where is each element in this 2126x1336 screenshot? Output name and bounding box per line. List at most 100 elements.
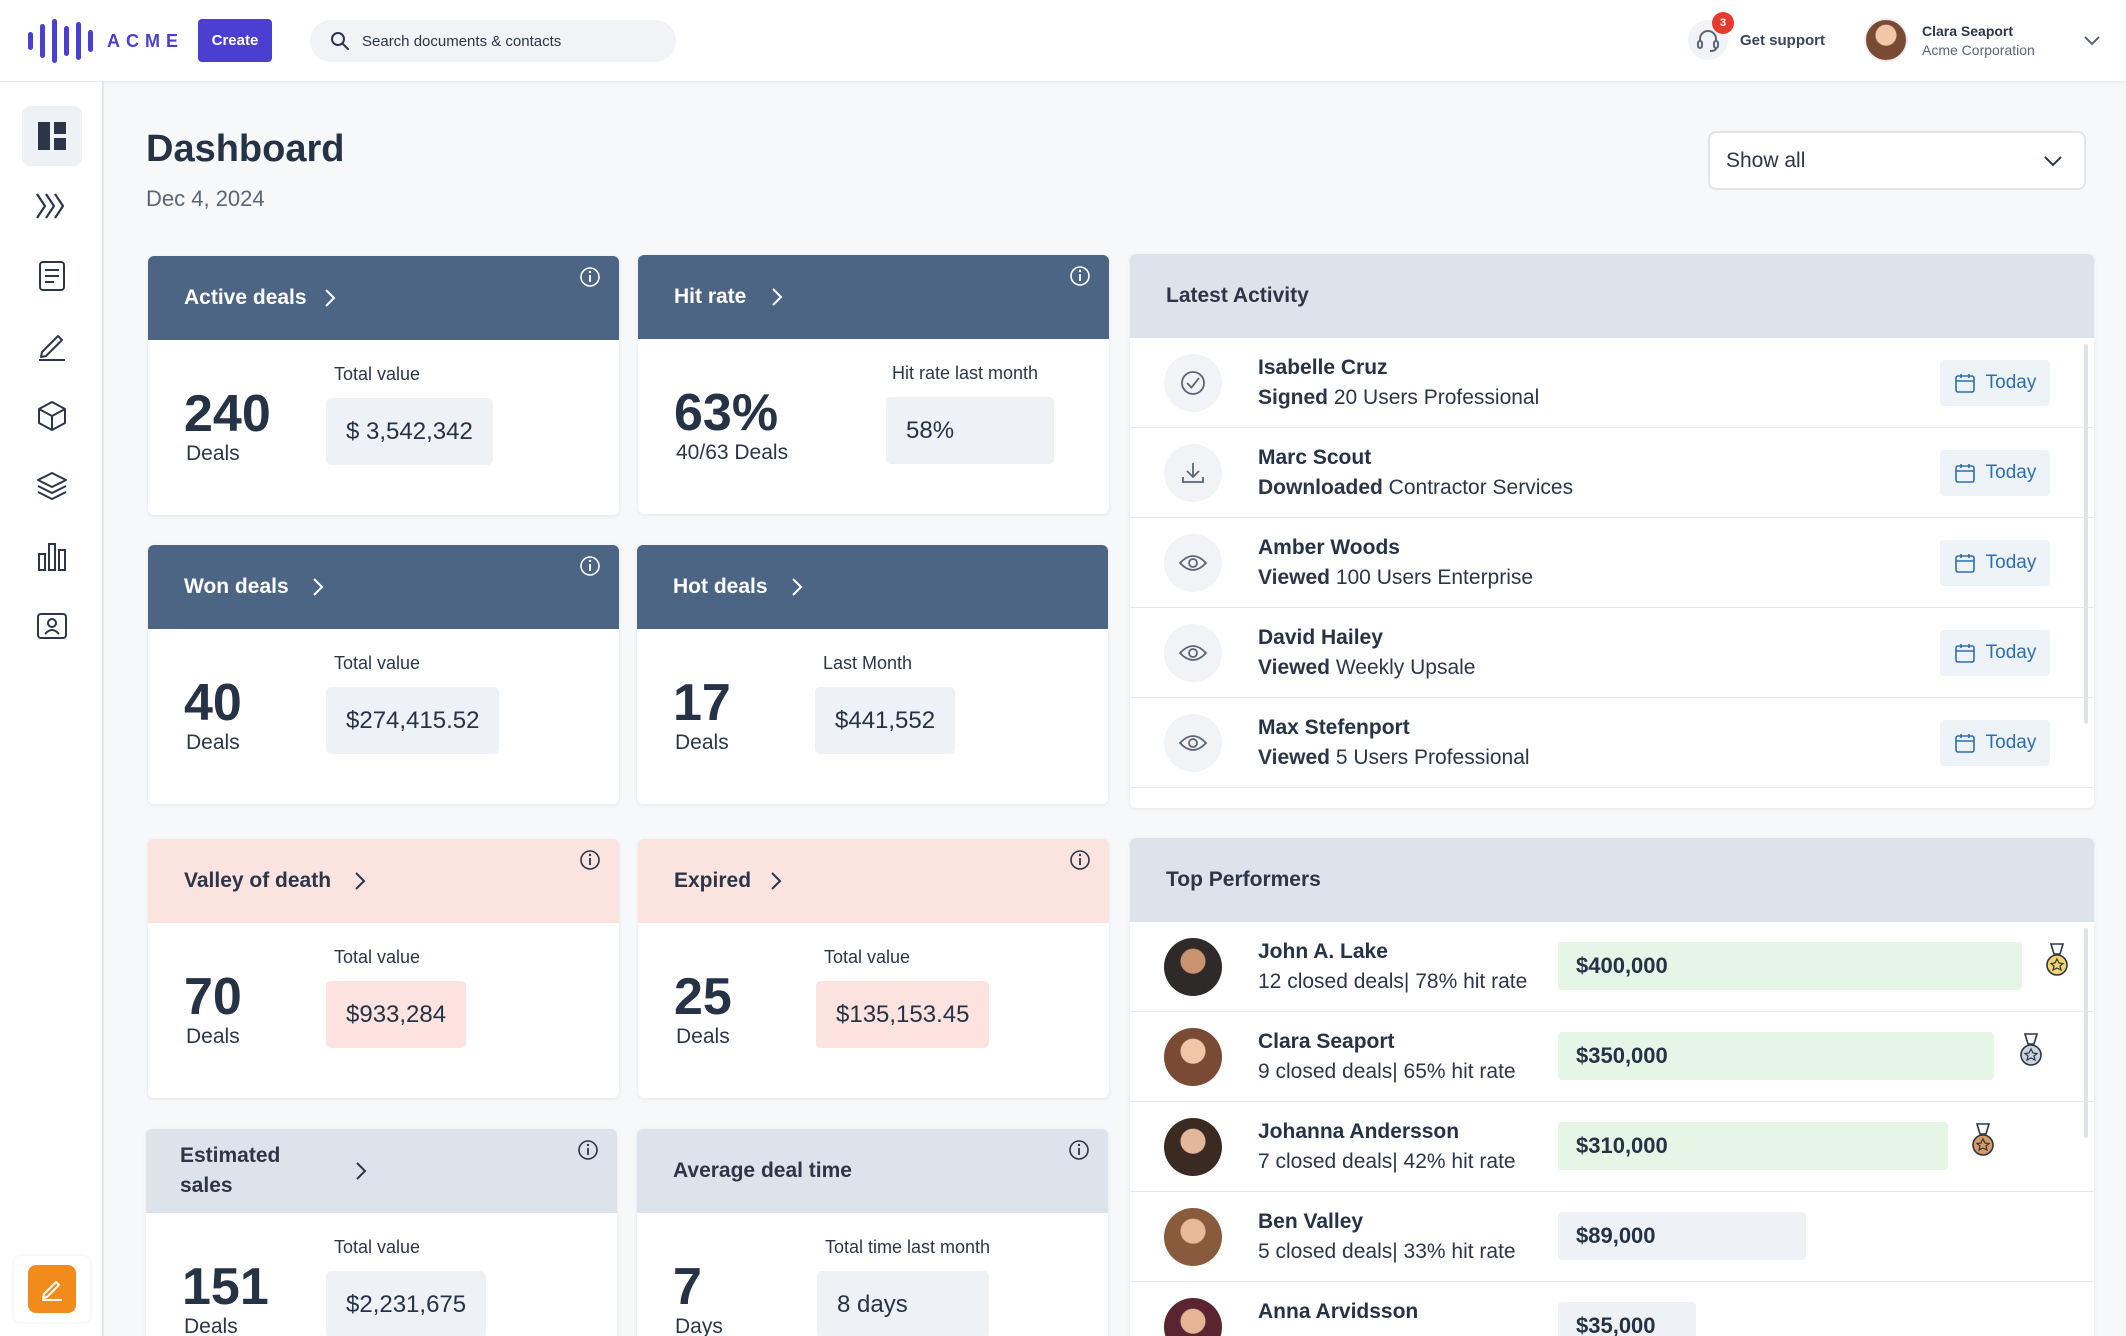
- check-circle-icon: [1164, 354, 1222, 412]
- box-icon: [38, 401, 66, 431]
- info-icon[interactable]: [577, 1139, 599, 1161]
- card-header[interactable]: Hit rate: [638, 255, 1109, 339]
- activity-object: 20 Users Professional: [1328, 386, 1540, 409]
- info-icon[interactable]: [579, 849, 601, 871]
- kpi-value: 8 days: [817, 1271, 989, 1336]
- performer-row[interactable]: Ben Valley 5 closed deals| 33% hit rate …: [1130, 1192, 2094, 1282]
- activity-scrollbar[interactable]: [2084, 344, 2088, 724]
- card-title: Hit rate: [674, 285, 747, 308]
- card-header[interactable]: Estimated sales: [146, 1129, 617, 1213]
- activity-contact: Max Stefenport: [1258, 716, 1410, 739]
- search-icon: [331, 32, 349, 50]
- download-icon: [1164, 444, 1222, 502]
- activity-row[interactable]: Marc Scout Downloaded Contractor Service…: [1130, 428, 2094, 518]
- activity-contact: Marc Scout: [1258, 446, 1372, 469]
- eye-icon: [1164, 714, 1222, 772]
- activity-row[interactable]: David Hailey Viewed Weekly Upsale Today: [1130, 608, 2094, 698]
- kpi-value-label: Total value: [334, 653, 421, 673]
- quick-edit-button[interactable]: [14, 1256, 90, 1322]
- latest-activity-panel: Latest Activity Isabelle Cruz Signed 20 …: [1130, 254, 2094, 808]
- search-bar[interactable]: [310, 20, 676, 62]
- layers-icon: [37, 472, 67, 501]
- kpi-value-label: Total value: [824, 947, 911, 967]
- sidebar-item-sign[interactable]: [22, 316, 82, 376]
- performer-row[interactable]: Anna Arvidsson $35,000: [1130, 1282, 2094, 1336]
- activity-row[interactable]: Isabelle Cruz Signed 20 Users Profession…: [1130, 338, 2094, 428]
- performers-scrollbar[interactable]: [2084, 928, 2088, 1138]
- search-input[interactable]: [362, 32, 662, 50]
- chevron-right-icon: [770, 286, 784, 308]
- bronze-medal-icon: [1972, 1123, 1994, 1156]
- date-chip[interactable]: Today: [1940, 540, 2050, 586]
- kpi-unit: Deals: [676, 1025, 730, 1048]
- performer-stats: 12 closed deals| 78% hit rate: [1258, 970, 1528, 993]
- performer-amount: $35,000: [1558, 1302, 1696, 1336]
- date-chip[interactable]: Today: [1940, 720, 2050, 766]
- sidebar-item-contacts[interactable]: [22, 596, 82, 656]
- user-avatar: [1864, 18, 1908, 62]
- filter-dropdown[interactable]: Show all: [1708, 131, 2086, 190]
- card-estimated-sales[interactable]: Estimated sales 151 Deals Total value $2…: [146, 1129, 617, 1336]
- info-icon[interactable]: [1068, 1139, 1090, 1161]
- kpi-value-label: Total value: [334, 1237, 421, 1257]
- info-icon[interactable]: [1069, 265, 1091, 287]
- kpi-value-label: Total value: [334, 364, 421, 384]
- card-won-deals[interactable]: Won deals 40 Deals Total value $274,415.…: [148, 545, 619, 804]
- card-expired[interactable]: Expired 25 Deals Total value $135,153.45: [638, 839, 1109, 1098]
- chevron-down-icon[interactable]: [2082, 30, 2102, 50]
- card-header[interactable]: Average deal time: [637, 1129, 1108, 1213]
- acme-logo[interactable]: ACME: [28, 18, 184, 64]
- support-label: Get support: [1740, 31, 1825, 49]
- card-header[interactable]: Hot deals: [637, 545, 1108, 629]
- performer-stats: 5 closed deals| 33% hit rate: [1258, 1240, 1516, 1263]
- eye-icon: [1164, 624, 1222, 682]
- activity-contact: Amber Woods: [1258, 536, 1400, 559]
- kpi-unit: 40/63 Deals: [676, 441, 789, 464]
- date-chip[interactable]: Today: [1940, 450, 2050, 496]
- date-chip[interactable]: Today: [1940, 630, 2050, 676]
- logo-text: ACME: [107, 30, 184, 51]
- activity-action: Viewed: [1258, 656, 1330, 679]
- user-menu[interactable]: Clara Seaport Acme Corporation: [1864, 18, 2035, 62]
- card-header[interactable]: Active deals: [148, 256, 619, 340]
- kpi-unit: Deals: [186, 731, 240, 754]
- kpi-value-label: Hit rate last month: [892, 363, 1039, 383]
- info-icon[interactable]: [579, 555, 601, 577]
- card-header[interactable]: Won deals: [148, 545, 619, 629]
- pipeline-icon: [36, 193, 65, 219]
- panel-title: Latest Activity: [1130, 254, 2094, 338]
- sidebar-item-dashboard[interactable]: [22, 106, 82, 166]
- performer-amount: $89,000: [1558, 1212, 1806, 1260]
- page-date: Dec 4, 2024: [146, 186, 265, 211]
- sidebar-item-reports[interactable]: [22, 526, 82, 586]
- kpi-value-label: Total time last month: [825, 1237, 991, 1257]
- card-hit-rate[interactable]: Hit rate 63% 40/63 Deals Hit rate last m…: [638, 255, 1109, 514]
- performer-row[interactable]: Johanna Andersson 7 closed deals| 42% hi…: [1130, 1102, 2094, 1192]
- date-chip[interactable]: Today: [1940, 360, 2050, 406]
- chevron-right-icon: [769, 870, 783, 892]
- document-icon: [39, 261, 65, 291]
- info-icon[interactable]: [579, 266, 601, 288]
- performer-row[interactable]: Clara Seaport 9 closed deals| 65% hit ra…: [1130, 1012, 2094, 1102]
- card-hot-deals[interactable]: Hot deals 17 Deals Last Month $441,552: [637, 545, 1108, 804]
- card-active-deals[interactable]: Active deals 240 Deals Total value $ 3,5…: [148, 256, 619, 515]
- activity-object: 100 Users Enterprise: [1329, 566, 1534, 589]
- sidebar-item-documents[interactable]: [22, 246, 82, 306]
- card-header[interactable]: Valley of death: [148, 839, 619, 923]
- support-button[interactable]: 3 Get support: [1688, 12, 1825, 60]
- activity-action: Viewed: [1258, 746, 1330, 769]
- activity-row[interactable]: Max Stefenport Viewed 5 Users Profession…: [1130, 698, 2094, 788]
- kpi-count: 25: [674, 968, 732, 1026]
- sidebar-item-pipeline[interactable]: [22, 176, 82, 236]
- create-button[interactable]: Create: [198, 19, 272, 62]
- info-icon[interactable]: [1069, 849, 1091, 871]
- card-valley-of-death[interactable]: Valley of death 70 Deals Total value $93…: [148, 839, 619, 1098]
- performer-amount: $310,000: [1558, 1122, 1948, 1170]
- card-header[interactable]: Expired: [638, 839, 1109, 923]
- card-average-deal-time[interactable]: Average deal time 7 Days Total time last…: [637, 1129, 1108, 1336]
- performer-amount: $350,000: [1558, 1032, 1994, 1080]
- activity-row[interactable]: Amber Woods Viewed 100 Users Enterprise …: [1130, 518, 2094, 608]
- performer-row[interactable]: John A. Lake 12 closed deals| 78% hit ra…: [1130, 922, 2094, 1012]
- sidebar-item-templates[interactable]: [22, 456, 82, 516]
- sidebar-item-products[interactable]: [22, 386, 82, 446]
